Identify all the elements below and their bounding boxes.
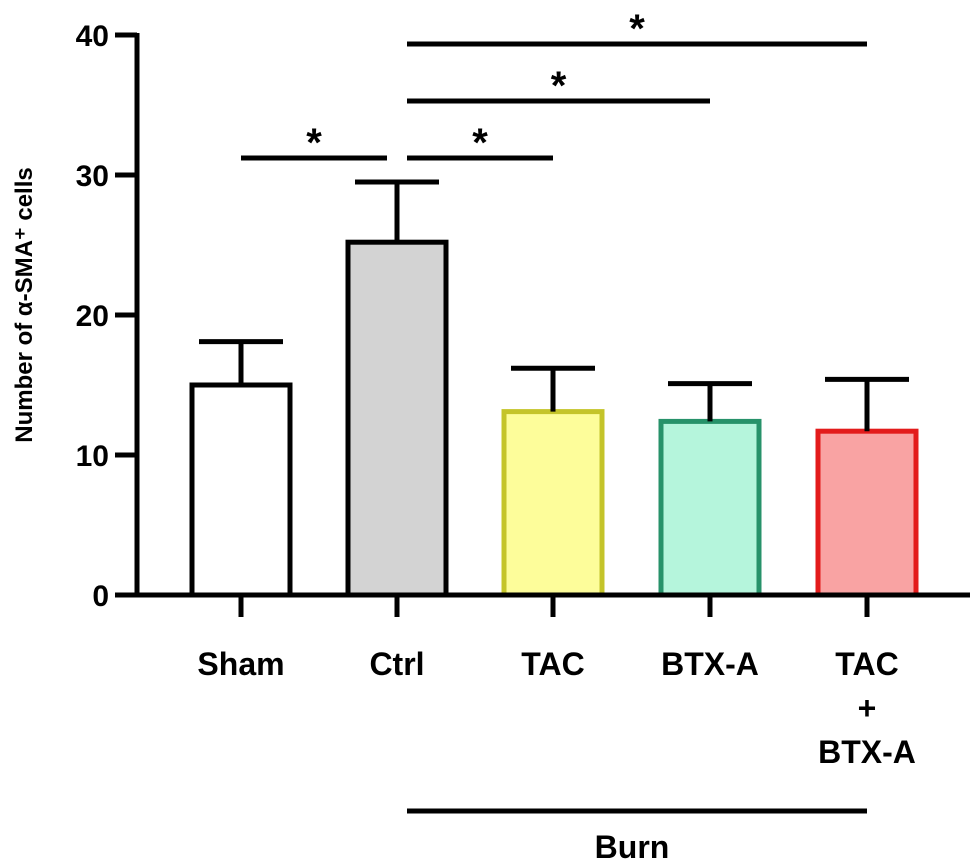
bar — [189, 382, 293, 598]
x-tick-label: BTX-A — [818, 734, 916, 770]
y-axis-label: Number of α-SMA⁺ cells — [11, 167, 38, 442]
labels-layer: 0 10 20 30 40 Sham Ctrl TAC BTX-A TAC + BTX-A Number… — [11, 20, 916, 865]
error-bars-layer — [199, 179, 909, 432]
significance-marker: * — [551, 64, 567, 108]
bar — [658, 418, 762, 598]
y-tick-label: 0 — [92, 580, 109, 613]
x-tick-label: TAC — [835, 646, 898, 682]
x-tick-label: TAC — [521, 646, 584, 682]
significance-marker: * — [472, 121, 488, 165]
significance-layer: * * * * — [241, 7, 867, 814]
axes-layer — [115, 32, 970, 617]
bar — [501, 409, 605, 598]
group-label: Burn — [595, 829, 670, 865]
y-tick-label: 20 — [76, 300, 109, 333]
bar — [815, 428, 919, 598]
x-tick-label: Sham — [197, 646, 284, 682]
y-tick-label: 10 — [76, 440, 109, 473]
bars-layer — [189, 239, 919, 598]
bar — [345, 239, 449, 598]
y-tick-label: 30 — [76, 160, 109, 193]
x-tick-label: BTX-A — [661, 646, 759, 682]
significance-marker: * — [306, 121, 322, 165]
y-tick-label: 40 — [76, 20, 109, 53]
x-tick-label: Ctrl — [369, 646, 424, 682]
significance-marker: * — [629, 7, 645, 51]
x-tick-label: + — [858, 690, 877, 726]
